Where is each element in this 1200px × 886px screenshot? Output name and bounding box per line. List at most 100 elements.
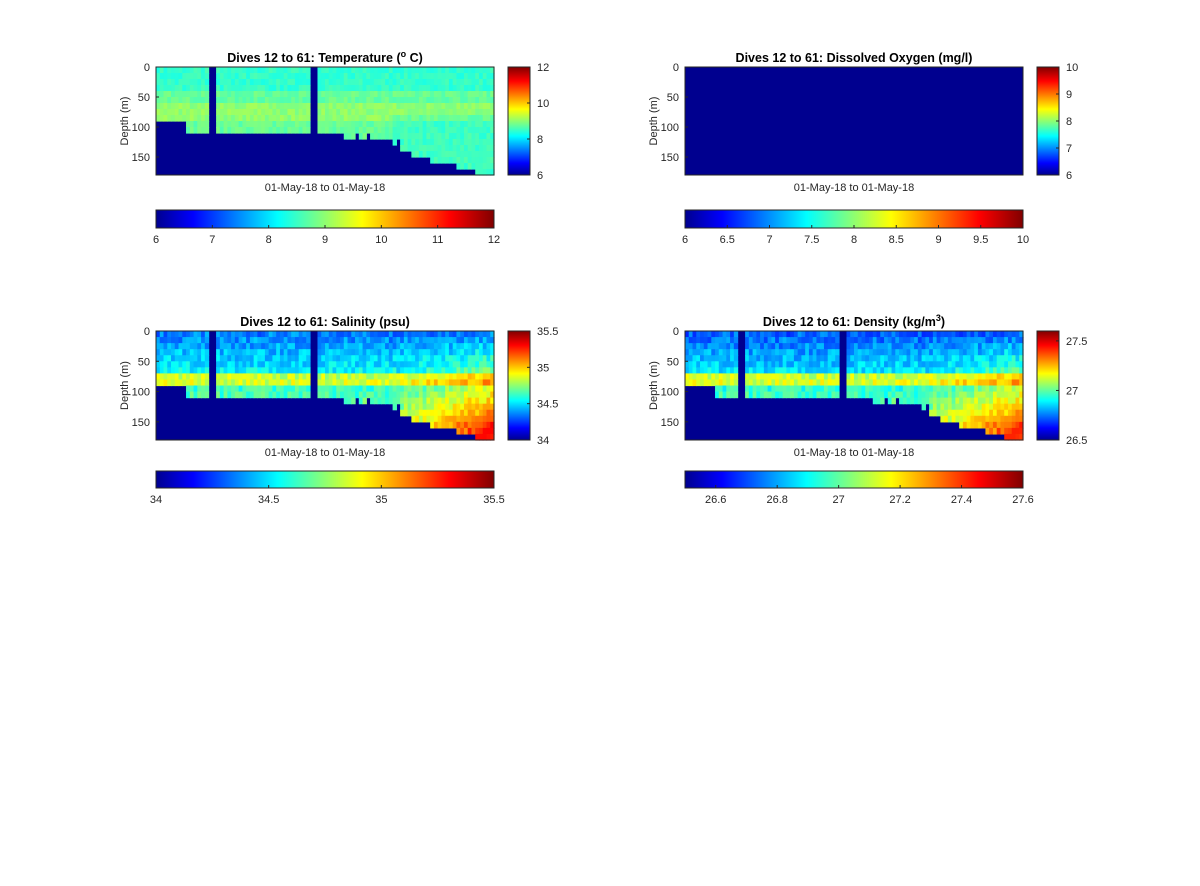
- heatmap-cell: [478, 331, 484, 338]
- heatmap-cell: [944, 397, 949, 405]
- heatmap-cell: [325, 379, 330, 387]
- heatmap-cell: [696, 331, 701, 338]
- heatmap-cell: [392, 337, 397, 344]
- heatmap-cell: [216, 379, 221, 387]
- heatmap-cell: [463, 133, 469, 140]
- heatmap-cell: [482, 151, 488, 158]
- heatmap-cell: [433, 331, 439, 338]
- heatmap-cell: [294, 343, 300, 350]
- heatmap-cell: [854, 385, 859, 393]
- heatmap-cell: [355, 343, 360, 350]
- heatmap-cell: [692, 337, 697, 344]
- heatmap-cell: [1019, 355, 1024, 362]
- heatmap-cell: [186, 79, 191, 86]
- heatmap-cell: [246, 355, 251, 362]
- heatmap-cell: [951, 349, 956, 356]
- heatmap-cell: [816, 367, 821, 374]
- heatmap-cell: [985, 331, 990, 338]
- heatmap-cell: [820, 367, 825, 374]
- heatmap-cell: [992, 337, 998, 344]
- heatmap-cell: [1004, 349, 1009, 356]
- heatmap-cell: [426, 397, 431, 405]
- heatmap-cell: [925, 391, 930, 399]
- heatmap-cell: [692, 361, 697, 368]
- heatmap-cell: [835, 337, 840, 344]
- heatmap-cell: [996, 391, 1002, 399]
- heatmap-cell: [778, 367, 784, 374]
- heatmap-cell: [189, 79, 195, 86]
- heatmap-cell: [475, 361, 480, 368]
- heatmap-cell: [884, 385, 889, 393]
- heatmap-cell: [760, 367, 765, 374]
- heatmap-cell: [775, 385, 780, 393]
- heatmap-cell: [283, 79, 289, 86]
- heatmap-cell: [1000, 385, 1005, 393]
- heatmap-cell: [445, 79, 450, 86]
- heatmap-cell: [242, 103, 247, 110]
- heatmap-cell: [880, 343, 885, 350]
- heatmap-cell: [471, 391, 476, 399]
- heatmap-cell: [400, 133, 405, 140]
- heatmap-cell: [418, 379, 424, 387]
- heatmap-cell: [1007, 355, 1013, 362]
- heatmap-cell: [336, 67, 341, 74]
- heatmap-cell: [827, 385, 833, 393]
- heatmap-cell: [418, 403, 424, 411]
- heatmap-cell: [385, 379, 390, 387]
- heatmap-cell: [362, 73, 367, 80]
- heatmap-cell: [1011, 421, 1017, 429]
- heatmap-cell: [944, 379, 949, 387]
- heatmap-cell: [827, 373, 833, 381]
- heatmap-cell: [430, 397, 435, 405]
- heatmap-cell: [1000, 373, 1005, 381]
- heatmap-cell: [835, 355, 840, 362]
- heatmap-cell: [392, 379, 397, 387]
- heatmap-cell: [771, 373, 776, 381]
- heatmap-cell: [294, 109, 300, 116]
- heatmap-cell: [291, 331, 296, 338]
- heatmap-cell: [460, 139, 465, 146]
- heatmap-cell: [970, 331, 975, 338]
- heatmap-cell: [786, 343, 791, 350]
- heatmap-cell: [216, 97, 221, 104]
- heatmap-cell: [827, 331, 833, 338]
- heatmap-cell: [460, 349, 465, 356]
- heatmap-cell: [396, 391, 401, 399]
- heatmap-cell: [685, 343, 690, 350]
- heatmap-cell: [452, 415, 458, 423]
- heatmap-cell: [174, 361, 180, 368]
- heatmap-cell: [174, 373, 180, 381]
- heatmap-cell: [992, 367, 998, 374]
- heatmap-cell: [1019, 391, 1024, 399]
- heatmap-cell: [786, 355, 791, 362]
- heatmap-cell: [970, 397, 975, 405]
- heatmap-cell: [283, 373, 289, 381]
- heatmap-cell: [362, 97, 367, 104]
- heatmap-cell: [846, 391, 851, 399]
- heatmap-cell: [763, 379, 769, 387]
- heatmap-cell: [163, 73, 168, 80]
- heatmap-cell: [475, 379, 480, 387]
- heatmap-cell: [433, 337, 439, 344]
- heatmap-cell: [403, 109, 409, 116]
- heatmap-cell: [298, 121, 304, 128]
- heatmap-cell: [219, 379, 225, 387]
- heatmap-cell: [400, 109, 405, 116]
- heatmap-cell: [355, 355, 360, 362]
- heatmap-cell: [381, 109, 386, 116]
- heatmap-cell: [475, 421, 480, 429]
- heatmap-cell: [325, 109, 330, 116]
- heatmap-cell: [696, 343, 701, 350]
- heatmap-cell: [782, 349, 787, 356]
- heatmap-cell: [475, 343, 480, 350]
- heatmap-cell: [234, 343, 240, 350]
- panel-3: Dives 12 to 61: Salinity (psu)050100150D…: [119, 315, 558, 506]
- heatmap-cell: [771, 331, 776, 338]
- heatmap-cell: [959, 367, 964, 374]
- heatmap-cell: [887, 337, 893, 344]
- heatmap-cell: [445, 73, 450, 80]
- bottom-colorbar-label: 8.5: [889, 234, 904, 246]
- heatmap-cell: [373, 355, 379, 362]
- heatmap-cell: [189, 391, 195, 399]
- heatmap-cell: [332, 349, 337, 356]
